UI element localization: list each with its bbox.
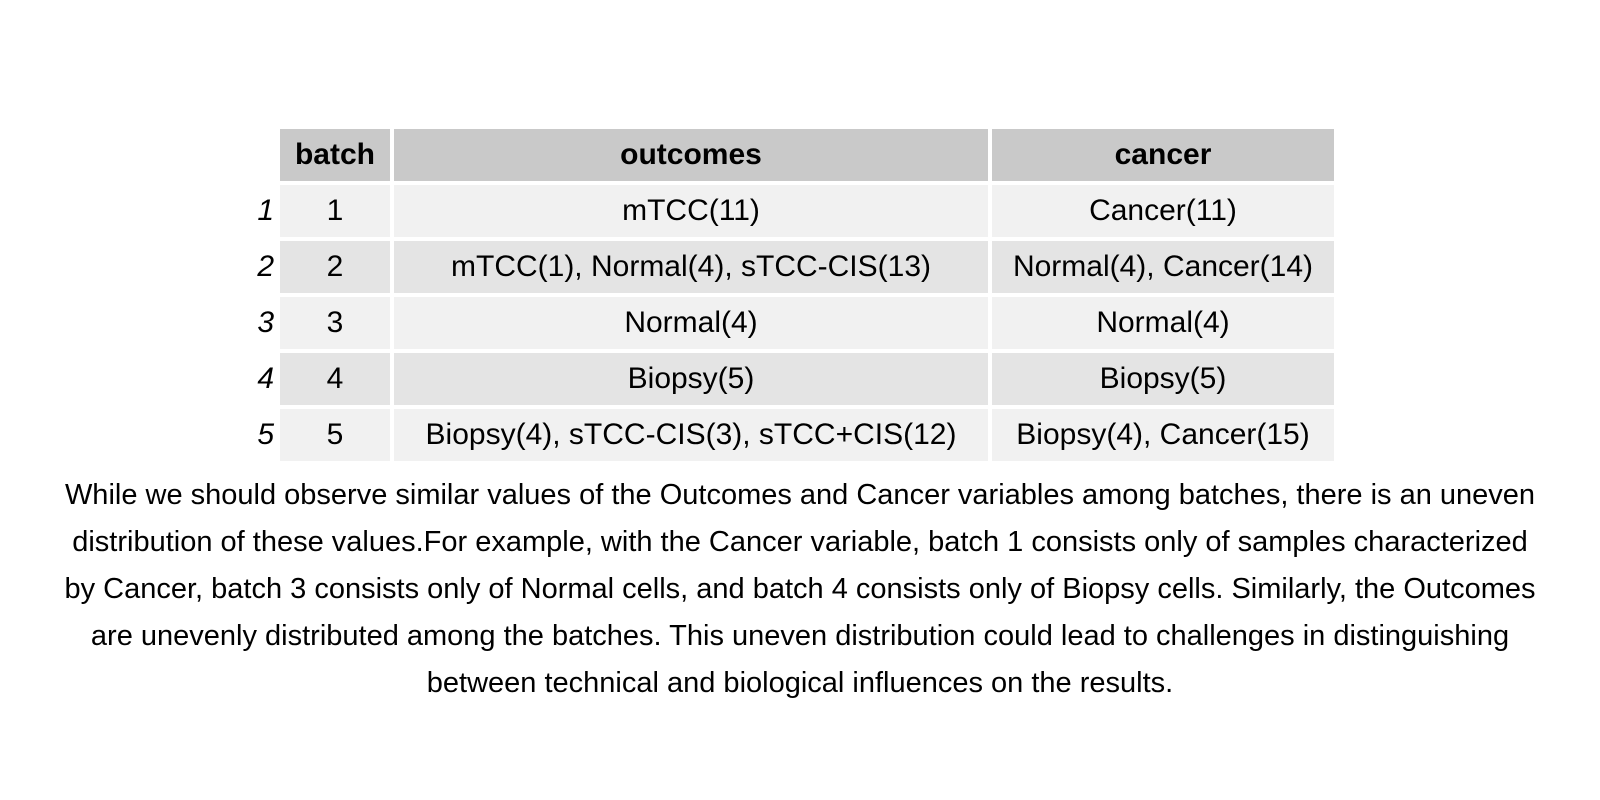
table-header-row: batch outcomes cancer [256,129,1334,181]
table-row: 1 1 mTCC(11) Cancer(11) [256,185,1334,237]
row-number: 1 [257,194,274,227]
cell-cancer: Cancer(11) [992,185,1334,237]
cell-cancer: Normal(4) [992,297,1334,349]
cell-cancer: Biopsy(5) [992,353,1334,405]
header-outcomes: outcomes [394,129,988,181]
header-cancer: cancer [992,129,1334,181]
cell-outcomes: mTCC(1), Normal(4), sTCC-CIS(13) [394,241,988,293]
cell-batch: 3 [280,297,390,349]
row-number: 4 [257,362,274,395]
table-row: 2 2 mTCC(1), Normal(4), sTCC-CIS(13) Nor… [256,241,1334,293]
header-batch: batch [280,129,390,181]
table-row: 3 3 Normal(4) Normal(4) [256,297,1334,349]
cell-batch: 1 [280,185,390,237]
row-number: 5 [257,418,274,451]
table-row: 5 5 Biopsy(4), sTCC-CIS(3), sTCC+CIS(12)… [256,409,1334,461]
cell-outcomes: mTCC(11) [394,185,988,237]
cell-cancer: Biopsy(4), Cancer(15) [992,409,1334,461]
cell-cancer: Normal(4), Cancer(14) [992,241,1334,293]
header-rowname [256,129,276,181]
cell-batch: 4 [280,353,390,405]
cell-outcomes: Normal(4) [394,297,988,349]
row-number: 3 [257,306,274,339]
cell-outcomes: Biopsy(5) [394,353,988,405]
batch-summary-table: batch outcomes cancer 1 1 mTCC(11) Cance… [252,125,1338,465]
cell-batch: 2 [280,241,390,293]
cell-outcomes: Biopsy(4), sTCC-CIS(3), sTCC+CIS(12) [394,409,988,461]
table-row: 4 4 Biopsy(5) Biopsy(5) [256,353,1334,405]
cell-batch: 5 [280,409,390,461]
row-number: 2 [257,250,274,283]
table-caption: While we should observe similar values o… [64,479,1536,699]
